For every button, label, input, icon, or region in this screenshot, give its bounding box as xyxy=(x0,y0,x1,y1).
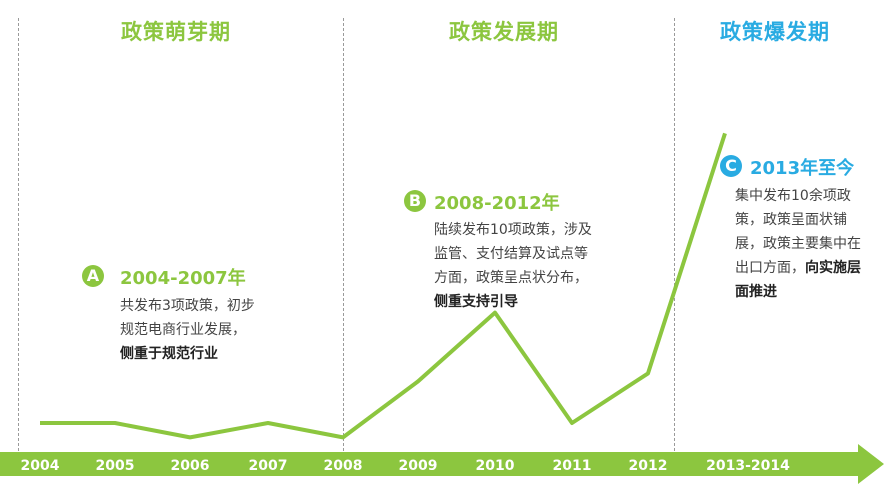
stage-a-line-1: 共发布3项政策，初步 xyxy=(120,298,255,314)
stage-c-line-2: 策，政策呈面状铺 xyxy=(735,212,847,228)
tick-label-2009: 2009 xyxy=(398,458,438,474)
tick-label-2012: 2012 xyxy=(628,458,668,474)
stage-c-tail-bold: 向实施层 xyxy=(805,260,861,276)
stage-a-description: 共发布3项政策，初步 规范电商行业发展， 侧重于规范行业 xyxy=(120,294,255,366)
badge-a-icon: A xyxy=(82,265,104,287)
stage-b-line-2: 监管、支付结算及试点等 xyxy=(434,246,588,262)
stage-b-line-3: 方面，政策呈点状分布， xyxy=(434,270,588,286)
policy-trend-line xyxy=(40,132,727,440)
stage-c-line-1: 集中发布10余项政 xyxy=(735,188,851,204)
tick-label-2005: 2005 xyxy=(95,458,135,474)
tick-label-2011: 2011 xyxy=(552,458,592,474)
phase-title-development: 政策发展期 xyxy=(449,20,559,44)
stage-b-description: 陆续发布10项政策，涉及 监管、支付结算及试点等 方面，政策呈点状分布， 侧重支… xyxy=(434,218,592,314)
stage-a-period: 2004-2007年 xyxy=(120,268,246,289)
phase-divider-1 xyxy=(343,18,344,456)
tick-label-2007: 2007 xyxy=(248,458,288,474)
tick-label-2010: 2010 xyxy=(475,458,515,474)
badge-c-icon: C xyxy=(720,155,742,177)
stage-c-description: 集中发布10余项政 策，政策呈面状铺 展，政策主要集中在 出口方面，向实施层 面… xyxy=(735,184,861,304)
tick-label-2004: 2004 xyxy=(20,458,60,474)
timeline-arrow xyxy=(0,444,884,484)
stage-c-line-3: 展，政策主要集中在 xyxy=(735,236,861,252)
stage-c-last-line: 面推进 xyxy=(735,284,777,300)
stage-b-period: 2008-2012年 xyxy=(434,193,560,214)
stage-a-emphasis: 侧重于规范行业 xyxy=(120,346,218,362)
stage-b-emphasis: 侧重支持引导 xyxy=(434,294,518,310)
phase-divider-left xyxy=(18,18,19,456)
tick-label-2006: 2006 xyxy=(170,458,210,474)
tick-label-2008: 2008 xyxy=(323,458,363,474)
phase-title-explosion: 政策爆发期 xyxy=(720,20,830,44)
phase-title-sprout: 政策萌芽期 xyxy=(121,20,231,44)
stage-c-tail-plain: 出口方面， xyxy=(735,260,805,276)
stage-c-line-4: 出口方面，向实施层 xyxy=(735,256,861,280)
stage-c-period: 2013年至今 xyxy=(750,158,855,179)
stage-a-line-2: 规范电商行业发展， xyxy=(120,322,246,338)
phase-divider-2 xyxy=(674,18,675,456)
stage-b-line-1: 陆续发布10项政策，涉及 xyxy=(434,222,592,238)
badge-b-icon: B xyxy=(404,190,426,212)
tick-label-2013-2014: 2013-2014 xyxy=(706,458,790,474)
